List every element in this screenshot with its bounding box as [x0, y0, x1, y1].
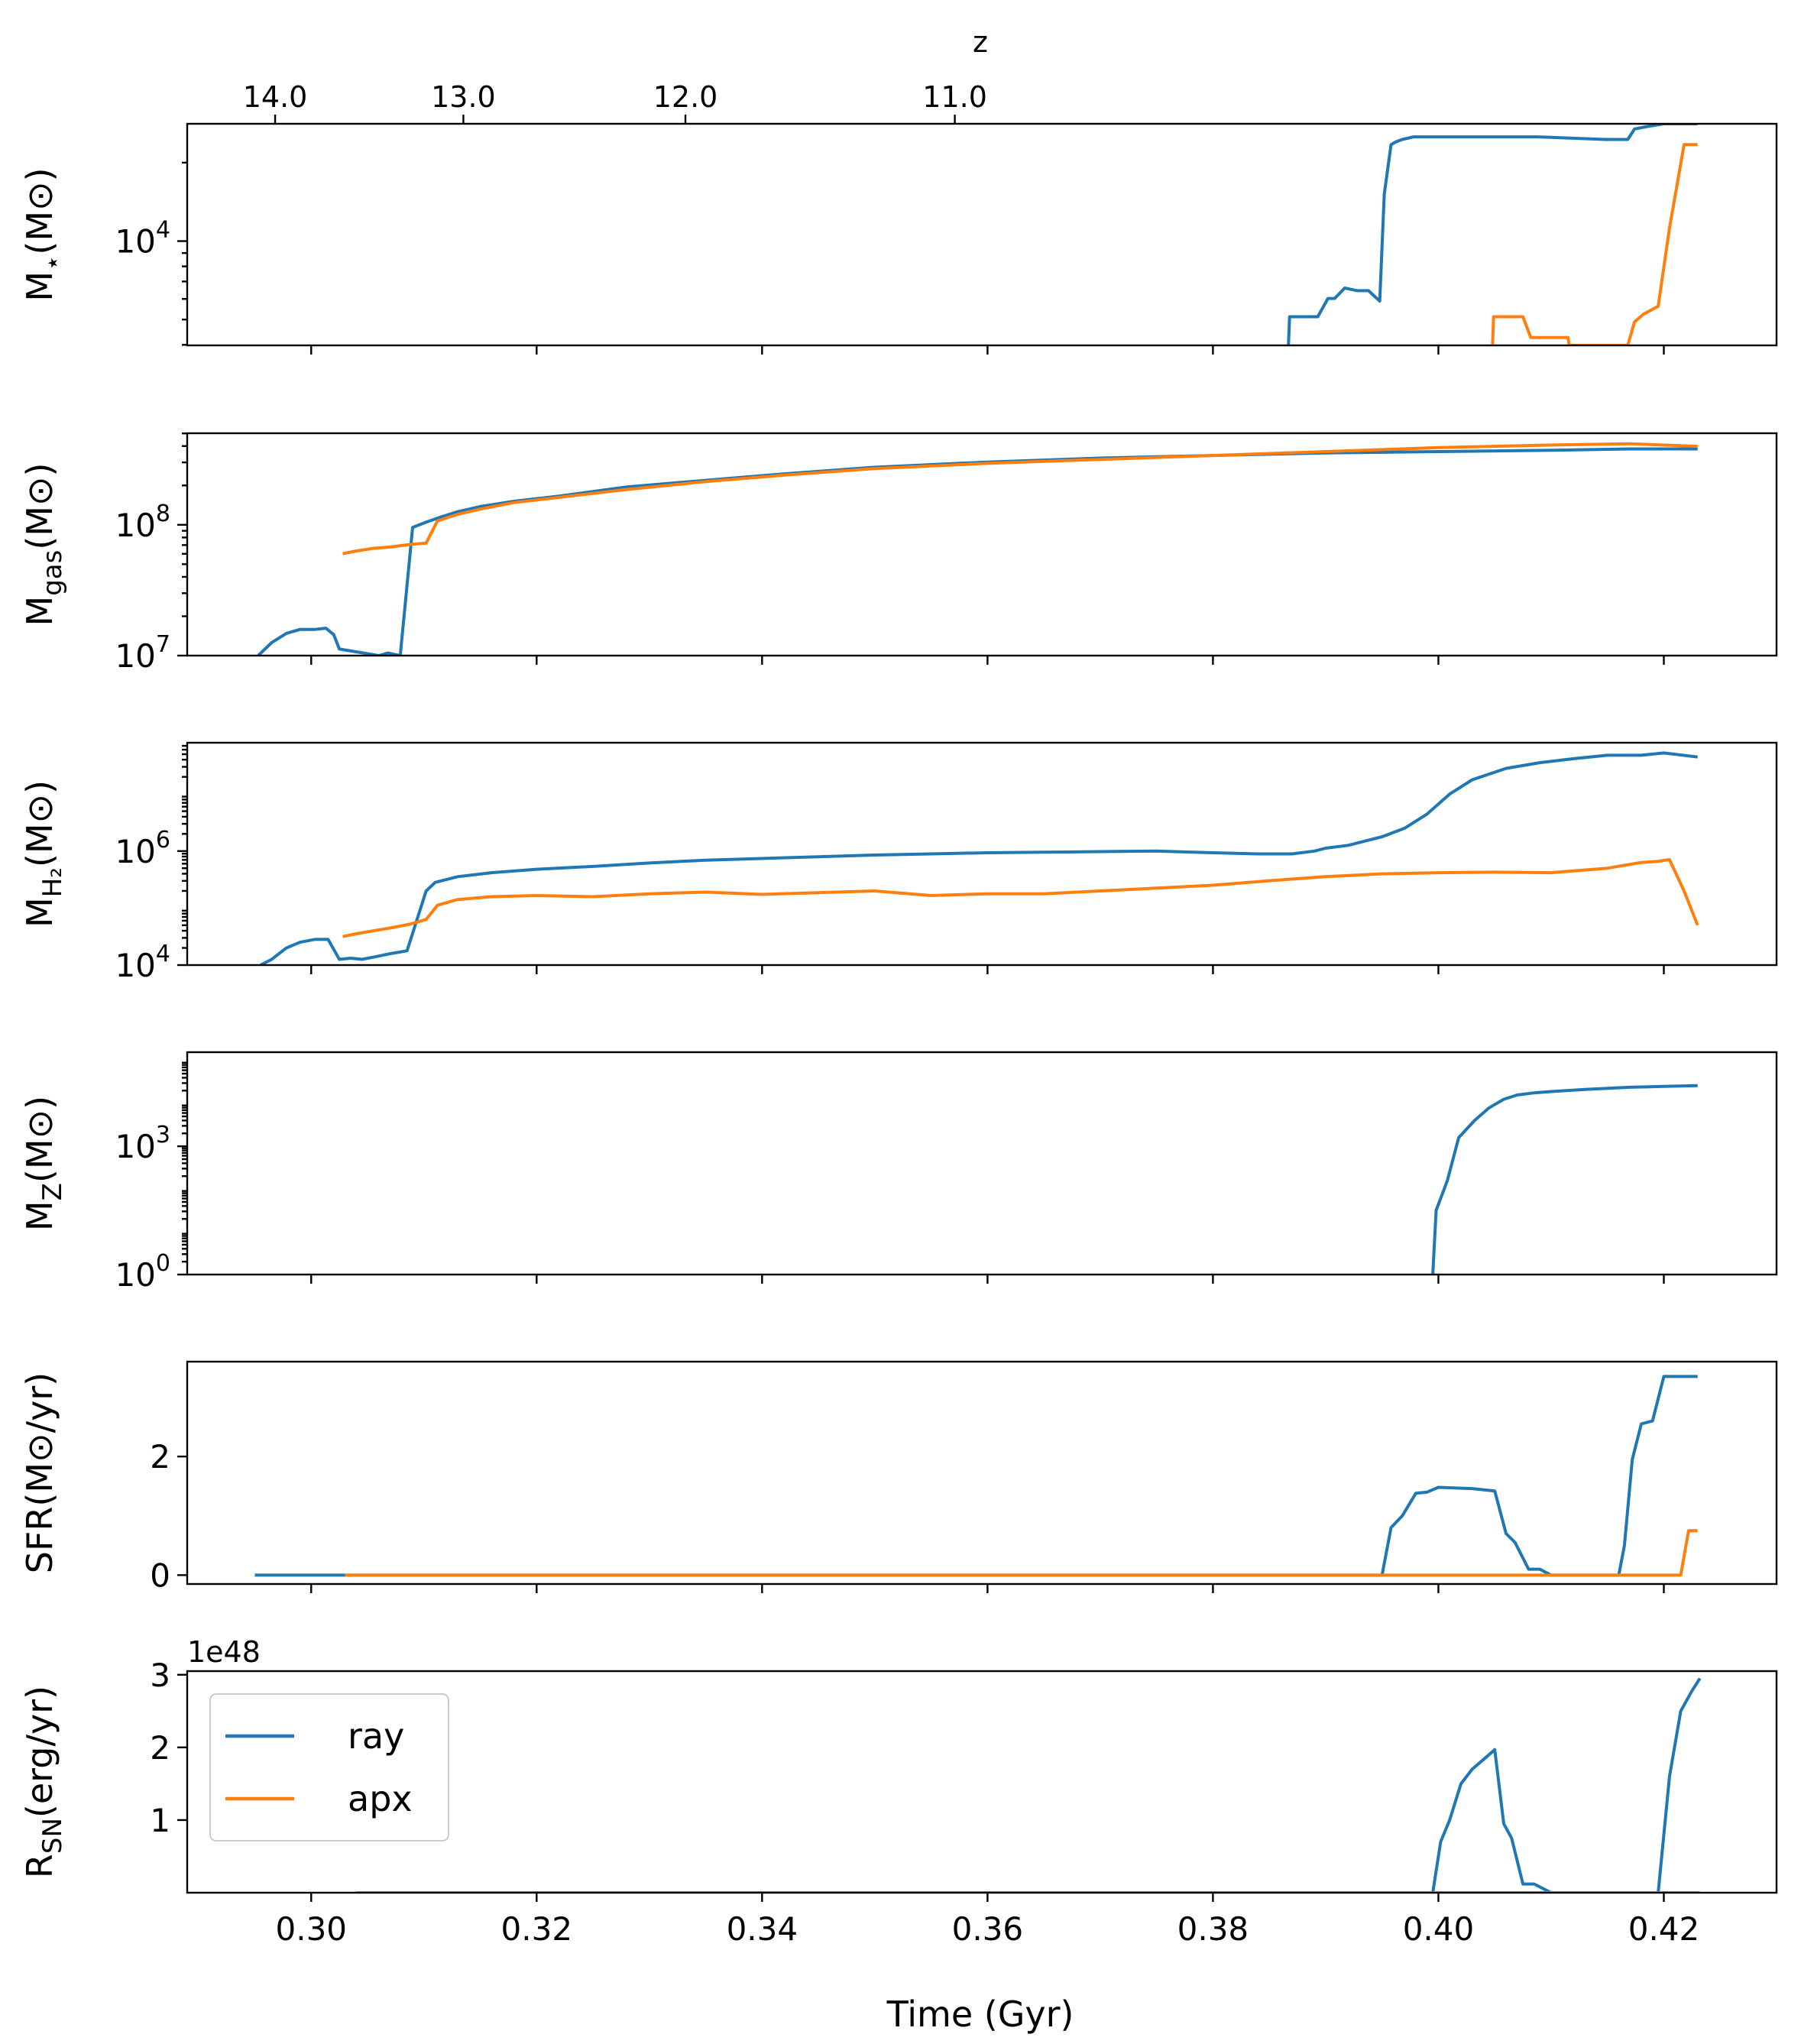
top-axis-ticks: 14.0 13.0 12.0 11.0 — [243, 80, 987, 124]
top-tick-label: 13.0 — [431, 80, 496, 114]
y-axis-label: RSN(erg/yr) — [19, 1686, 68, 1878]
offset-text: 1e48 — [187, 1635, 261, 1669]
series-line-apx — [345, 1529, 1698, 1577]
panel-rsn: 0.30 0.32 0.34 0.36 0.38 0.40 0.42 1 2 3 1e48 RSN(e… — [19, 1635, 1778, 1948]
panel-frame — [186, 1051, 1778, 1276]
y-tick-label: 108 — [115, 500, 170, 544]
panel-frame — [186, 1670, 1778, 1894]
top-tick-label: 14.0 — [243, 80, 308, 114]
legend-label-ray: ray — [348, 1715, 404, 1757]
top-axis-group: z 14.0 13.0 12.0 11.0 — [243, 25, 988, 124]
series-line-ray — [257, 447, 1698, 656]
series-line-ray — [1287, 124, 1698, 345]
series-line-ray — [259, 751, 1698, 965]
series-group — [1431, 1084, 1698, 1275]
series-line-apx — [342, 858, 1699, 938]
y-tick-label: 2 — [150, 1729, 170, 1767]
panels: 104M⋆(M⊙)107108Mgas(M⊙)104106MH₂(M⊙)1001… — [19, 122, 1778, 1948]
y-tick-label: 2 — [150, 1438, 170, 1476]
series-line-ray — [1431, 1677, 1702, 1893]
y-axis-label: MH₂(M⊙) — [19, 780, 68, 928]
x-tick-label: 0.38 — [1177, 1910, 1249, 1948]
top-tick-label: 11.0 — [922, 80, 987, 114]
top-axis-label: z — [973, 25, 988, 59]
y-tick-label: 3 — [150, 1657, 170, 1694]
y-tick-label: 104 — [115, 941, 170, 984]
series-group — [254, 1375, 1698, 1577]
legend-label-apx: apx — [348, 1778, 413, 1819]
x-tick-label: 0.42 — [1628, 1910, 1700, 1948]
series-group — [356, 1677, 1702, 1893]
legend-box — [209, 1693, 449, 1842]
series-group — [257, 442, 1698, 656]
panel-frame — [186, 122, 1778, 347]
y-tick-label: 0 — [150, 1556, 170, 1594]
y-axis-label: M⋆(M⊙) — [19, 167, 68, 301]
panel-sfr: 0 2 SFR(M⊙/yr) — [19, 1360, 1778, 1594]
series-line-ray — [1431, 1084, 1698, 1275]
x-axis-label: Time (Gyr) — [886, 1994, 1074, 2035]
legend: ray apx — [209, 1693, 449, 1842]
y-tick-label: 106 — [115, 827, 170, 870]
y-tick-label: 1 — [150, 1802, 170, 1839]
y-axis-label: MZ(M⊙) — [19, 1096, 68, 1231]
y-tick-label: 104 — [115, 217, 170, 261]
top-tick-label: 12.0 — [653, 80, 718, 114]
panel-mz: 100 103 MZ(M⊙) — [19, 1051, 1778, 1294]
y-tick-label: 100 — [115, 1250, 170, 1294]
y-axis-label: Mgas(M⊙) — [19, 463, 68, 627]
panel-mgas: 107 108 Mgas(M⊙) — [19, 432, 1778, 675]
panel-frame — [186, 1360, 1778, 1586]
series-line-apx — [1491, 143, 1698, 345]
x-tick-label: 0.34 — [727, 1910, 798, 1948]
panel-mh2: 104 106 MH₂(M⊙) — [19, 741, 1778, 984]
series-line-apx — [342, 442, 1698, 556]
series-line-ray — [254, 1375, 1698, 1577]
x-tick-label: 0.36 — [952, 1910, 1024, 1948]
series-group — [259, 751, 1699, 965]
x-tick-label: 0.30 — [276, 1910, 348, 1948]
y-axis-label: SFR(M⊙/yr) — [19, 1372, 60, 1573]
panel-mstar: 104 M⋆(M⊙) — [19, 122, 1778, 355]
x-tick-label: 0.32 — [501, 1910, 573, 1948]
x-tick-label: 0.40 — [1403, 1910, 1475, 1948]
y-tick-label: 103 — [115, 1122, 170, 1165]
y-tick-label: 107 — [115, 631, 170, 675]
series-group — [1287, 124, 1698, 345]
